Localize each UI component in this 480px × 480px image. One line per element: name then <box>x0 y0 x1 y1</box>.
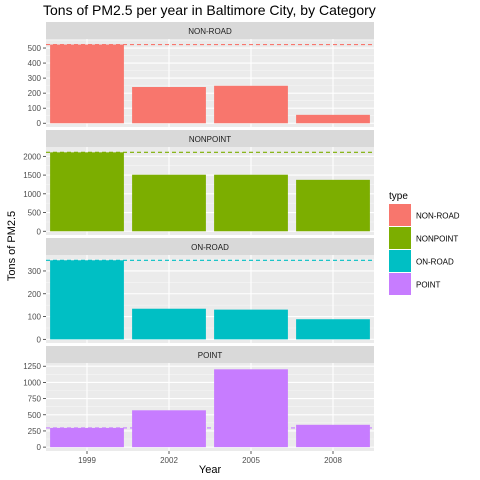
legend-label: NONPOINT <box>416 235 458 244</box>
x-tick-label: 2008 <box>324 456 342 465</box>
bar <box>132 410 206 448</box>
bar <box>214 174 288 232</box>
facet-panels: NON-ROAD0100200300400500NONPOINT05001000… <box>23 22 374 452</box>
bar <box>132 87 206 124</box>
y-tick-label: 1250 <box>23 362 41 371</box>
facet-strip <box>46 346 374 363</box>
legend: type NON-ROAD NONPOINT ON-ROAD POINT <box>389 191 460 295</box>
legend-key <box>389 227 411 249</box>
y-tick-label: 0 <box>37 119 42 128</box>
legend-key <box>389 273 411 295</box>
panel-point: POINT 0 250 500 750 1000 1250 <box>23 346 374 452</box>
y-tick-label: 400 <box>28 59 42 68</box>
bar <box>132 308 206 340</box>
facet-strip <box>46 238 374 255</box>
x-axis: 1999 2002 2005 2008 <box>78 451 342 465</box>
bar <box>50 427 124 448</box>
x-tick-label: 2005 <box>242 456 260 465</box>
bar <box>296 319 370 340</box>
y-tick-label: 1500 <box>23 171 41 180</box>
legend-label: POINT <box>416 281 441 290</box>
y-tick-label: 500 <box>28 209 42 218</box>
bar <box>296 114 370 124</box>
legend-key <box>389 204 411 226</box>
y-tick-label: 500 <box>28 44 42 53</box>
bar <box>50 260 124 340</box>
bar <box>50 152 124 232</box>
bar <box>214 85 288 124</box>
y-tick-label: 2000 <box>23 152 41 161</box>
facet-strip <box>46 130 374 147</box>
panel-on-road: ON-ROAD 0 100 200 300 <box>28 238 374 344</box>
y-tick-label: 250 <box>28 427 42 436</box>
facet-strip-label: ON-ROAD <box>191 243 229 252</box>
bar <box>296 179 370 232</box>
legend-title: type <box>389 191 408 202</box>
y-tick-label: 100 <box>28 104 42 113</box>
y-tick-label: 100 <box>28 313 42 322</box>
facet-strip <box>46 22 374 39</box>
facet-strip-label: NONPOINT <box>189 135 231 144</box>
bar <box>296 424 370 448</box>
x-tick-label: 2002 <box>160 456 178 465</box>
panel-nonpoint: NONPOINT 0 500 1000 1500 2000 <box>23 130 374 236</box>
legend-key <box>389 250 411 272</box>
bar <box>132 174 206 232</box>
panel-non-road: NON-ROAD 0 100 200 300 400 500 <box>28 22 374 128</box>
bar <box>214 369 288 448</box>
x-tick-label: 1999 <box>78 456 96 465</box>
y-tick-label: 1000 <box>23 378 41 387</box>
y-tick-label: 1000 <box>23 190 41 199</box>
facet-strip-label: NON-ROAD <box>188 27 232 36</box>
legend-label: ON-ROAD <box>416 258 454 267</box>
legend-label: NON-ROAD <box>416 212 460 221</box>
y-tick-label: 300 <box>28 74 42 83</box>
chart-title: Tons of PM2.5 per year in Baltimore City… <box>43 2 376 18</box>
y-tick-label: 750 <box>28 395 42 404</box>
y-tick-label: 500 <box>28 411 42 420</box>
y-tick-label: 0 <box>37 335 42 344</box>
bar <box>214 309 288 340</box>
bar <box>50 44 124 124</box>
y-tick-label: 200 <box>28 89 42 98</box>
y-tick-label: 0 <box>37 443 42 452</box>
y-axis-title: Tons of PM2.5 <box>6 211 18 281</box>
y-tick-label: 300 <box>28 267 42 276</box>
x-axis-title: Year <box>199 464 222 476</box>
y-tick-label: 200 <box>28 290 42 299</box>
y-tick-label: 0 <box>37 227 42 236</box>
facet-strip-label: POINT <box>198 351 223 360</box>
